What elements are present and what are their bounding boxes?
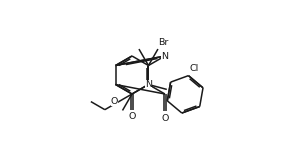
Text: O: O bbox=[111, 97, 118, 106]
Text: O: O bbox=[128, 112, 136, 121]
Text: Cl: Cl bbox=[190, 64, 199, 73]
Text: N: N bbox=[145, 80, 152, 89]
Text: O: O bbox=[161, 114, 168, 123]
Text: N: N bbox=[162, 52, 168, 60]
Text: Br: Br bbox=[158, 38, 169, 47]
